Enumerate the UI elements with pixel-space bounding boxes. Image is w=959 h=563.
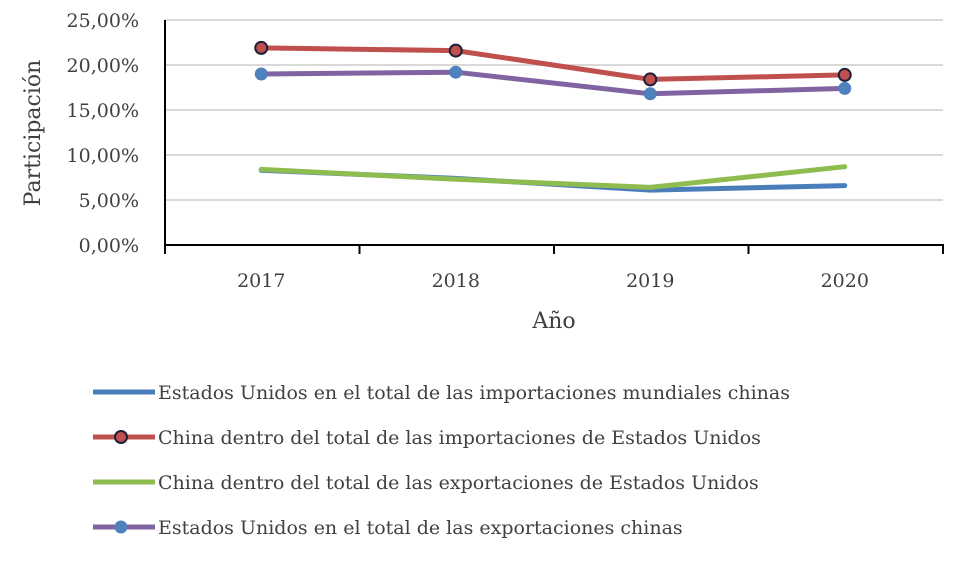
data-point (643, 72, 658, 87)
series-line (258, 164, 848, 190)
y-axis-label: Participación (21, 60, 46, 207)
data-point (254, 40, 269, 55)
x-tick-label: 2017 (237, 270, 285, 292)
x-tick-label: 2018 (432, 270, 480, 292)
data-point (449, 65, 463, 79)
y-tick-label: 25,00% (67, 10, 139, 32)
legend-entry: China dentro del total de las exportacio… (158, 472, 759, 494)
legend-entry: Estados Unidos en el total de las export… (158, 517, 683, 539)
y-tick-label: 5,00% (79, 190, 139, 212)
y-tick-label: 10,00% (67, 145, 139, 167)
y-tick-label: 0,00% (79, 235, 139, 257)
legend-entry: China dentro del total de las importacio… (158, 427, 761, 449)
x-tick-label: 2019 (626, 270, 674, 292)
legend-marker (114, 430, 128, 444)
y-tick-label: 20,00% (67, 55, 139, 77)
y-tick-label: 15,00% (67, 100, 139, 122)
data-point (643, 87, 657, 101)
legend-entry: Estados Unidos en el total de las import… (158, 382, 790, 404)
series-line (258, 69, 848, 97)
data-point (837, 67, 852, 82)
x-axis-label: Año (531, 309, 575, 334)
data-point (838, 81, 852, 95)
data-point (448, 43, 463, 58)
x-tick-label: 2020 (821, 270, 869, 292)
legend-marker (114, 520, 128, 534)
series-line (258, 45, 848, 82)
data-point (254, 67, 268, 81)
